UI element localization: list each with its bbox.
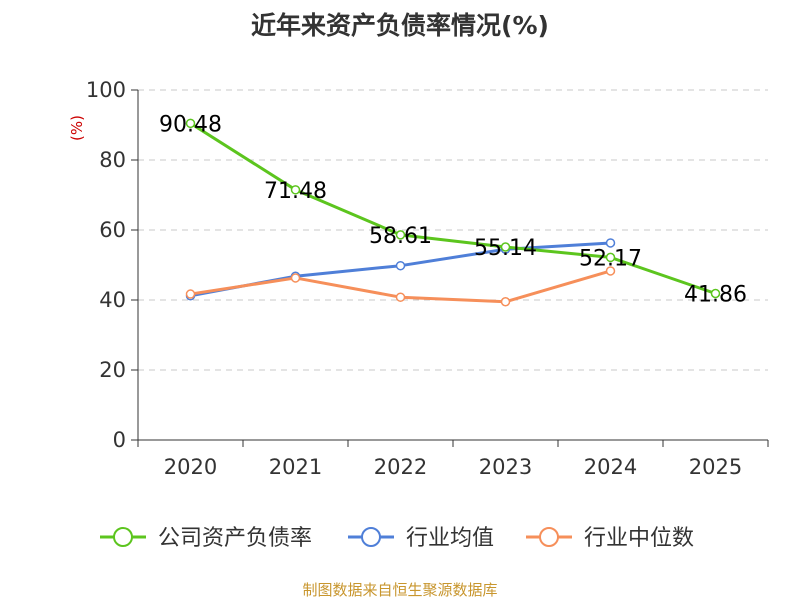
x-tick-label: 2021 [269,455,322,479]
legend-swatch-marker [361,527,381,547]
data-point [605,238,616,248]
chart-title: 近年来资产负债率情况(%) [251,11,549,40]
legend-label: 公司资产负债率 [158,526,312,551]
data-point [500,297,511,307]
data-point [395,292,406,302]
legend[interactable]: 公司资产负债率 行业均值 行业中位数 [100,526,694,551]
data-point [185,118,196,129]
x-tick-label: 2020 [164,455,217,479]
legend-item-1[interactable]: 行业均值 [348,526,494,551]
axes: 0 20 40 60 80 100 2020 2021 2022 2023 2024 2025 (%) [68,78,769,479]
data-label: 55.14 [474,236,537,261]
series-lines [185,118,721,307]
y-tick-label: 80 [99,148,126,172]
data-point [395,260,406,271]
data-label: 58.61 [369,224,432,249]
y-tick-label: 100 [86,78,126,102]
legend-item-2[interactable]: 行业中位数 [526,526,694,551]
legend-label: 行业中位数 [584,526,694,551]
y-tick-label: 20 [99,358,126,382]
data-label: 90.48 [159,112,222,137]
data-point [605,252,616,263]
data-point [290,185,301,195]
grid-lines [138,89,768,371]
source-footer: 制图数据来自恒生聚源数据库 [302,581,498,599]
data-point [500,242,511,252]
data-label: 71.48 [264,179,327,204]
x-tick-label: 2023 [479,455,532,479]
y-axis-label: (%) [68,115,86,141]
y-tick-label: 0 [113,428,126,452]
x-tick-label: 2024 [584,455,637,479]
legend-swatch-marker [113,527,133,547]
data-point [710,288,721,299]
legend-swatch-marker [539,527,559,547]
data-point [605,266,616,276]
data-labels: 90.48 71.48 58.61 55.14 52.17 41.86 [159,112,747,307]
series-line-0 [189,122,716,295]
y-tick-label: 60 [99,218,126,242]
data-label: 52.17 [579,246,642,271]
legend-item-0[interactable]: 公司资产负债率 [100,526,312,551]
y-tick-label: 40 [99,288,126,312]
data-point [185,289,196,299]
legend-label: 行业均值 [406,526,494,551]
data-point [290,273,301,283]
data-point [395,230,406,240]
data-label: 41.86 [684,282,747,307]
x-tick-label: 2022 [374,455,427,479]
x-tick-label: 2025 [689,455,742,479]
